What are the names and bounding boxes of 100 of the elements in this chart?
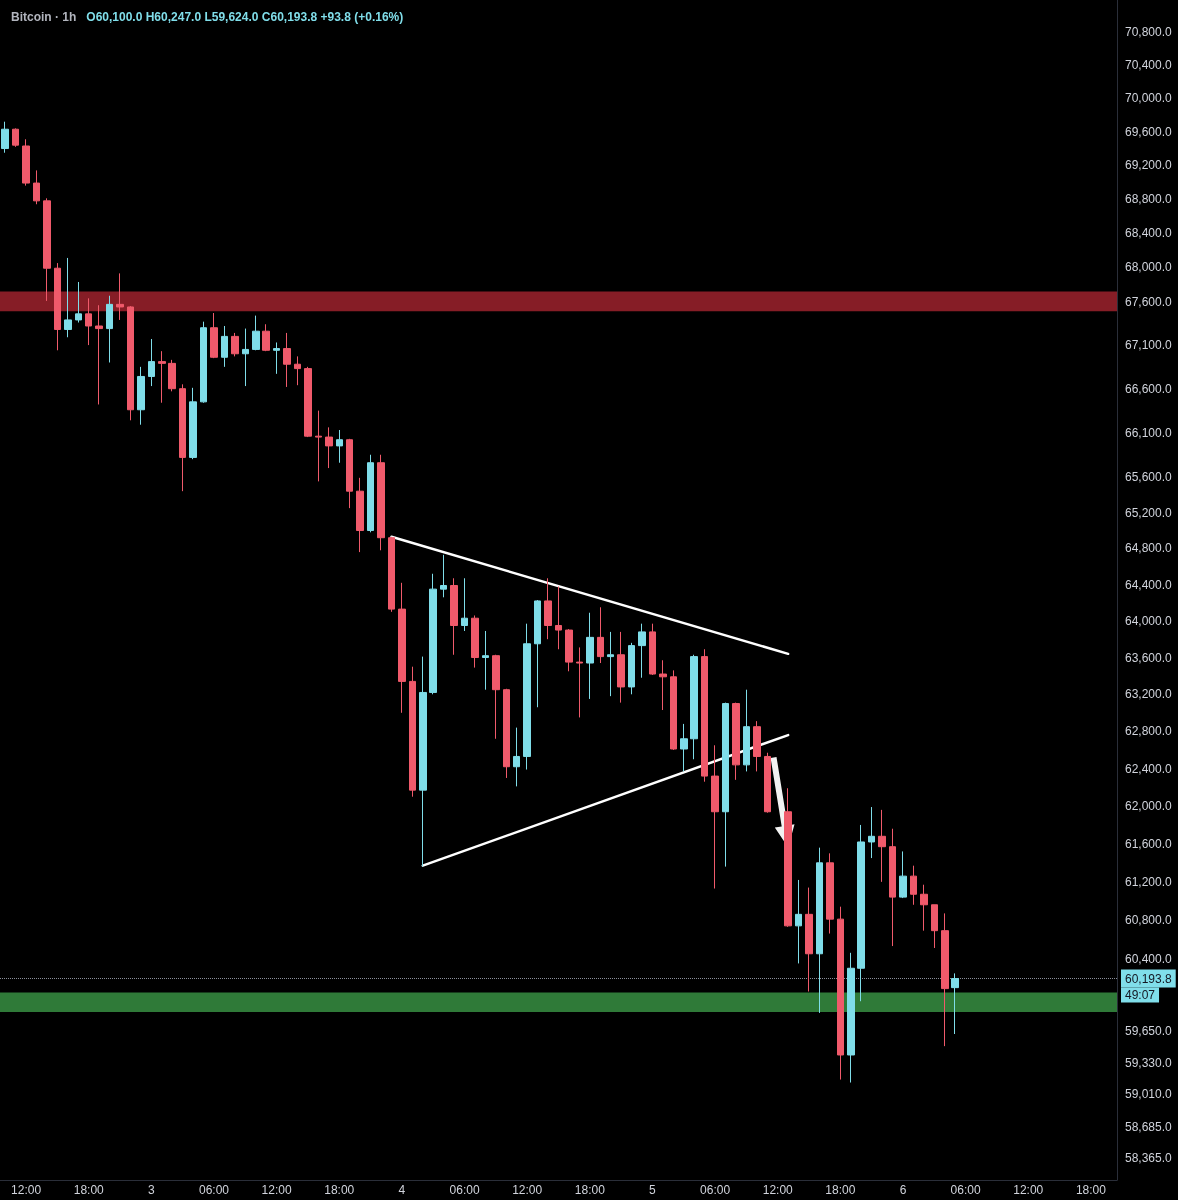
candlestick <box>461 577 468 632</box>
y-tick-label: 65,600.0 <box>1125 469 1173 484</box>
candlestick <box>325 426 333 469</box>
candlestick <box>889 828 896 947</box>
candlestick <box>356 477 364 553</box>
y-tick-label: 63,600.0 <box>1125 650 1173 665</box>
candlestick <box>304 366 312 438</box>
x-tick-label: 12:00 <box>1013 1183 1044 1197</box>
candlestick <box>680 723 688 772</box>
y-tick-label: 66,100.0 <box>1125 425 1173 440</box>
candlestick <box>429 573 437 695</box>
candlestick <box>513 727 520 787</box>
candlestick <box>847 952 855 1084</box>
x-tick-label: 06:00 <box>950 1183 981 1197</box>
candlestick <box>273 341 280 375</box>
candlestick <box>711 744 719 890</box>
candlestick <box>617 631 625 704</box>
candlestick <box>440 554 447 598</box>
candlestick <box>242 328 249 387</box>
candlestick <box>377 454 385 551</box>
candlestick <box>95 304 103 405</box>
y-tick-label: 60,800.0 <box>1125 913 1173 928</box>
y-tick-label: 61,600.0 <box>1125 836 1173 851</box>
candlestick <box>200 321 207 404</box>
y-tick-label: 70,400.0 <box>1125 58 1173 73</box>
x-tick-label: 18:00 <box>73 1183 105 1197</box>
candlestick <box>649 623 656 676</box>
candlestick <box>670 669 677 751</box>
candlestick <box>910 865 917 906</box>
text: Bitcoin · 1h <box>11 10 77 24</box>
y-tick-label: 68,800.0 <box>1125 192 1173 207</box>
x-tick-label: 12:00 <box>11 1183 42 1197</box>
x-tick-label: 18:00 <box>324 1183 355 1197</box>
candlestick <box>544 577 552 640</box>
candlestick <box>628 642 635 695</box>
candlestick <box>795 879 802 964</box>
candlestick <box>398 582 406 714</box>
candlestick <box>64 257 72 338</box>
candlestick <box>315 410 322 482</box>
candlestick <box>1 121 9 154</box>
y-tick-label: 68,000.0 <box>1125 260 1173 275</box>
y-tick-label: 69,600.0 <box>1125 124 1173 139</box>
x-tick-label: 06:00 <box>700 1183 731 1197</box>
candlestick <box>722 702 729 868</box>
candlestick <box>701 648 708 783</box>
candlestick <box>252 315 260 351</box>
candlestick <box>75 281 82 324</box>
candlestick <box>127 305 134 421</box>
candlestick <box>837 906 844 1081</box>
candlestick <box>576 646 583 718</box>
candlestick <box>12 127 19 148</box>
candlestick <box>471 614 479 669</box>
candlestick <box>638 623 646 679</box>
candlestick <box>607 631 614 697</box>
candlestick <box>534 599 541 708</box>
y-tick-label: 59,330.0 <box>1125 1055 1173 1070</box>
candlestick <box>116 272 124 321</box>
x-tick-label: 12:00 <box>762 1183 794 1197</box>
y-tick-label: 63,200.0 <box>1125 687 1173 702</box>
candlestick <box>148 338 155 387</box>
x-tick-label: 4 <box>398 1183 406 1197</box>
x-tick-label: 6 <box>899 1183 907 1197</box>
candlestick <box>388 536 395 613</box>
candlestick <box>899 850 907 899</box>
candlestick <box>732 702 740 781</box>
y-tick-label: 58,685.0 <box>1125 1119 1173 1134</box>
y-tick-label: 65,200.0 <box>1125 505 1173 520</box>
x-tick-label: 12:00 <box>512 1183 543 1197</box>
candlestick <box>419 656 427 868</box>
y-tick-label: 59,010.0 <box>1125 1087 1173 1102</box>
x-tick-label: 5 <box>649 1183 657 1197</box>
candlestick <box>659 659 667 711</box>
candlestick <box>179 383 186 492</box>
y-tick-label: 70,000.0 <box>1125 91 1173 106</box>
candlestick <box>54 262 61 351</box>
candlestick <box>826 852 834 935</box>
candlestick <box>868 806 875 859</box>
candlestick <box>137 366 145 426</box>
candlestick <box>816 847 823 1014</box>
candlestick <box>283 332 291 388</box>
candlestick <box>931 904 938 949</box>
candlestick <box>294 355 301 386</box>
y-tick-label: 62,000.0 <box>1125 799 1173 814</box>
x-tick-label: 18:00 <box>1075 1183 1107 1197</box>
x-tick-label: 06:00 <box>449 1183 480 1197</box>
y-tick-label: 62,800.0 <box>1125 724 1173 739</box>
candlestick <box>189 387 197 460</box>
candlestick <box>262 323 270 352</box>
ref-line-label: 60,193.8 <box>1125 971 1173 986</box>
x-tick-label: 3 <box>148 1183 156 1197</box>
y-tick-label: 66,600.0 <box>1125 381 1173 396</box>
candlestick <box>743 689 750 772</box>
y-tick-label: 61,200.0 <box>1125 874 1173 889</box>
y-tick-label: 69,200.0 <box>1125 158 1173 173</box>
candlestick <box>336 429 343 464</box>
y-tick-label: 67,100.0 <box>1125 338 1173 353</box>
y-tick-label: 58,365.0 <box>1125 1151 1173 1166</box>
x-tick-label: 12:00 <box>261 1183 292 1197</box>
candlestick <box>523 623 531 771</box>
candlestick <box>878 809 886 883</box>
